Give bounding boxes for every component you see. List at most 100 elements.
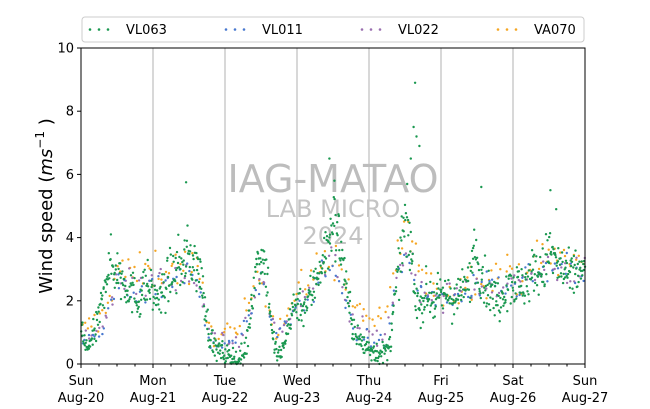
data-point bbox=[573, 263, 576, 267]
data-point bbox=[255, 257, 258, 261]
data-point bbox=[535, 284, 539, 287]
data-point bbox=[142, 270, 145, 274]
data-point bbox=[153, 284, 156, 288]
data-point bbox=[456, 298, 460, 301]
data-point bbox=[300, 268, 303, 272]
data-point bbox=[104, 290, 108, 294]
data-point bbox=[488, 279, 491, 283]
data-point bbox=[107, 307, 110, 310]
data-point bbox=[203, 318, 206, 321]
data-point bbox=[422, 299, 425, 303]
data-point bbox=[154, 249, 157, 252]
data-point bbox=[481, 272, 484, 275]
data-point bbox=[198, 295, 201, 298]
data-point bbox=[234, 350, 238, 353]
data-point bbox=[148, 297, 152, 301]
data-point bbox=[128, 285, 131, 288]
data-point bbox=[485, 270, 488, 273]
data-point bbox=[542, 280, 545, 284]
data-point bbox=[208, 345, 212, 348]
data-point bbox=[403, 203, 407, 207]
data-point bbox=[326, 267, 330, 270]
data-point bbox=[181, 260, 184, 264]
data-point bbox=[250, 304, 254, 308]
data-point bbox=[144, 294, 147, 297]
data-point bbox=[224, 360, 227, 363]
data-point bbox=[373, 324, 376, 328]
data-point bbox=[121, 270, 124, 273]
data-point bbox=[399, 236, 402, 239]
data-point bbox=[416, 294, 419, 298]
data-point bbox=[110, 296, 114, 299]
data-point bbox=[152, 295, 155, 299]
x-tick-day: Tue bbox=[213, 374, 236, 389]
data-point bbox=[576, 285, 579, 288]
data-point bbox=[537, 267, 541, 271]
data-point bbox=[509, 302, 512, 305]
legend-entry-VA070: VA070 bbox=[496, 23, 576, 38]
data-point bbox=[91, 333, 95, 337]
data-point bbox=[575, 258, 578, 261]
data-point bbox=[239, 349, 242, 352]
data-point bbox=[488, 282, 491, 285]
data-point bbox=[443, 279, 447, 283]
data-point bbox=[558, 263, 562, 266]
data-point bbox=[540, 273, 543, 276]
data-point bbox=[570, 257, 573, 260]
data-point bbox=[557, 247, 560, 250]
data-point bbox=[251, 307, 255, 310]
data-point bbox=[553, 262, 557, 265]
data-point bbox=[410, 258, 413, 261]
data-point bbox=[455, 283, 458, 286]
data-point bbox=[358, 327, 361, 330]
data-point bbox=[306, 298, 309, 301]
data-point bbox=[102, 327, 106, 330]
data-point bbox=[240, 332, 243, 335]
data-point bbox=[497, 294, 500, 298]
data-point bbox=[351, 327, 355, 330]
data-point bbox=[88, 345, 92, 348]
x-axis-ticks: Sun Aug-20 Mon Aug-21 Tue Aug-22 Wed Aug-23 Thu A… bbox=[58, 364, 608, 406]
data-point bbox=[103, 306, 106, 310]
data-point bbox=[348, 320, 351, 323]
data-point bbox=[90, 337, 94, 340]
data-point bbox=[247, 309, 250, 312]
data-point bbox=[481, 265, 484, 269]
data-point bbox=[407, 253, 410, 257]
x-tick-date: Aug-23 bbox=[274, 391, 321, 406]
data-point bbox=[91, 343, 94, 346]
data-point bbox=[413, 81, 417, 85]
data-point bbox=[231, 339, 234, 342]
data-point bbox=[545, 253, 549, 256]
x-tick-date: Aug-20 bbox=[58, 391, 105, 406]
data-point bbox=[462, 295, 465, 299]
data-point bbox=[112, 278, 115, 281]
data-point bbox=[569, 262, 572, 265]
data-point bbox=[564, 262, 567, 265]
data-point bbox=[414, 273, 417, 277]
data-point bbox=[403, 235, 406, 238]
data-point bbox=[349, 317, 353, 320]
data-point bbox=[469, 269, 472, 273]
data-point bbox=[362, 338, 366, 341]
data-point bbox=[423, 291, 426, 294]
data-point bbox=[518, 293, 521, 297]
data-point bbox=[205, 310, 208, 313]
data-point bbox=[237, 345, 241, 349]
data-point bbox=[410, 272, 413, 275]
data-point bbox=[554, 253, 557, 257]
data-point bbox=[213, 332, 217, 335]
data-point bbox=[113, 286, 117, 289]
data-point bbox=[161, 273, 164, 276]
legend-entry-VL063: VL063 bbox=[88, 23, 167, 38]
data-point bbox=[453, 287, 456, 290]
data-point bbox=[428, 291, 431, 294]
data-point bbox=[383, 347, 387, 351]
data-point bbox=[582, 262, 585, 266]
data-point bbox=[185, 239, 189, 242]
data-point bbox=[306, 295, 310, 298]
legend-label: VL022 bbox=[398, 23, 439, 38]
data-point bbox=[275, 331, 278, 335]
data-point bbox=[331, 232, 334, 236]
data-point bbox=[364, 342, 368, 346]
